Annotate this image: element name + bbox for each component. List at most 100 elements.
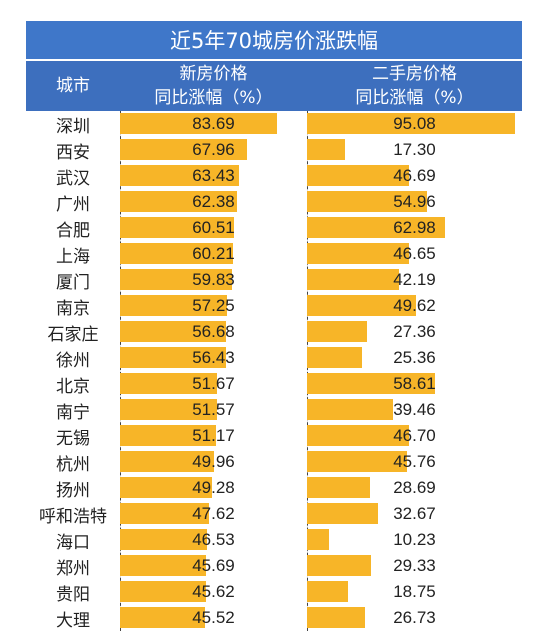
city-label: 西安	[56, 142, 90, 163]
new-price-value: 45.69	[192, 556, 235, 575]
city-label: 无锡	[56, 428, 90, 449]
new-price-value: 45.52	[192, 608, 235, 627]
new-price-bar	[120, 139, 248, 160]
new-price-bar	[120, 529, 208, 550]
second-price-bar	[307, 451, 408, 472]
second-price-bar	[307, 347, 363, 368]
new-price-bar	[120, 165, 239, 186]
chart-title: 近5年70城房价涨跌幅	[26, 21, 522, 59]
city-label: 深圳	[56, 116, 90, 137]
new-price-bar	[120, 347, 226, 368]
table-row: 郑州 45.69 29.33	[26, 553, 522, 579]
table-row: 上海 60.21 46.65	[26, 241, 522, 267]
second-price-bar	[307, 607, 366, 628]
second-price-value: 28.69	[393, 478, 436, 497]
new-price-bar	[120, 269, 233, 290]
second-price-value: 46.70	[393, 426, 436, 445]
new-price-bar	[120, 581, 206, 602]
city-label: 呼和浩特	[39, 506, 107, 527]
table-row: 贵阳 45.62 18.75	[26, 579, 522, 605]
table-row: 石家庄 56.68 27.36	[26, 319, 522, 345]
second-price-bar	[307, 555, 372, 576]
new-price-value: 56.43	[192, 348, 235, 367]
new-price-value: 51.17	[192, 426, 235, 445]
new-price-bar	[120, 503, 210, 524]
header-second-price: 二手房价格 同比涨幅（%）	[307, 61, 522, 111]
new-price-value: 49.28	[192, 478, 235, 497]
table-row: 合肥 60.51 62.98	[26, 215, 522, 241]
new-price-value: 57.25	[192, 296, 235, 315]
new-price-bar	[120, 555, 206, 576]
second-price-value: 25.36	[393, 348, 436, 367]
second-price-value: 54.96	[393, 192, 436, 211]
second-price-axis-line	[307, 111, 308, 631]
second-price-bar	[307, 139, 345, 160]
table-row: 大理 45.52 26.73	[26, 605, 522, 631]
new-price-bar	[120, 399, 217, 420]
table-row: 厦门 59.83 42.19	[26, 267, 522, 293]
city-label: 贵阳	[56, 584, 90, 605]
new-price-value: 60.21	[192, 244, 235, 263]
new-price-value: 47.62	[192, 504, 235, 523]
city-label: 上海	[56, 246, 90, 267]
new-price-bar	[120, 217, 234, 238]
new-price-bar	[120, 425, 216, 446]
header-new-line2: 同比涨幅（%）	[154, 88, 273, 108]
header-city: 城市	[26, 61, 120, 111]
table-row: 扬州 49.28 28.69	[26, 475, 522, 501]
second-price-bar	[307, 529, 330, 550]
second-price-value: 27.36	[393, 322, 436, 341]
second-price-value: 46.65	[393, 244, 436, 263]
table-row: 杭州 49.96 45.76	[26, 449, 522, 475]
new-price-value: 59.83	[192, 270, 235, 289]
table-row: 呼和浩特 47.62 32.67	[26, 501, 522, 527]
city-label: 扬州	[56, 480, 90, 501]
second-price-bar	[307, 217, 445, 238]
city-label: 杭州	[56, 454, 90, 475]
new-price-bar	[120, 373, 217, 394]
table-row: 西安 67.96 17.30	[26, 137, 522, 163]
new-price-value: 49.96	[192, 452, 235, 471]
second-price-bar	[307, 373, 436, 394]
city-label: 厦门	[56, 272, 90, 293]
second-price-value: 42.19	[393, 270, 436, 289]
second-price-bar	[307, 425, 410, 446]
second-price-bar	[307, 295, 416, 316]
new-price-value: 51.67	[192, 374, 235, 393]
city-label: 广州	[56, 194, 90, 215]
new-price-bar	[120, 243, 233, 264]
table-row: 深圳 83.69 95.08	[26, 111, 522, 137]
city-label: 郑州	[56, 558, 90, 579]
new-price-value: 60.51	[192, 218, 235, 237]
header-second-line2: 同比涨幅（%）	[355, 88, 474, 108]
new-price-value: 51.57	[192, 400, 235, 419]
table-body: 深圳 83.69 95.08 西安 67.96 17.30 武汉 63.43 46.69 广州 62…	[26, 111, 522, 631]
header-new-price: 新房价格 同比涨幅（%）	[120, 61, 307, 111]
city-label: 南宁	[56, 402, 90, 423]
table-row: 南京 57.25 49.62	[26, 293, 522, 319]
city-label: 武汉	[56, 168, 90, 189]
second-price-bar	[307, 321, 367, 342]
second-price-value: 18.75	[393, 582, 436, 601]
header-city-label: 城市	[56, 76, 90, 96]
new-price-bar	[120, 451, 214, 472]
new-price-value: 46.53	[192, 530, 235, 549]
table-row: 徐州 56.43 25.36	[26, 345, 522, 371]
second-price-value: 10.23	[393, 530, 436, 549]
second-price-value: 62.98	[393, 218, 436, 237]
new-price-value: 45.62	[192, 582, 235, 601]
second-price-value: 45.76	[393, 452, 436, 471]
table-row: 武汉 63.43 46.69	[26, 163, 522, 189]
new-price-bar	[120, 607, 206, 628]
header-new-line1: 新房价格	[179, 64, 248, 84]
second-price-value: 29.33	[393, 556, 436, 575]
second-price-value: 49.62	[393, 296, 436, 315]
new-price-value: 56.68	[192, 322, 235, 341]
new-price-bar	[120, 477, 213, 498]
second-price-value: 39.46	[393, 400, 436, 419]
second-price-bar	[307, 581, 349, 602]
second-price-value: 46.69	[393, 166, 436, 185]
new-price-value: 67.96	[192, 140, 235, 159]
second-price-value: 95.08	[393, 114, 436, 133]
table-row: 广州 62.38 54.96	[26, 189, 522, 215]
